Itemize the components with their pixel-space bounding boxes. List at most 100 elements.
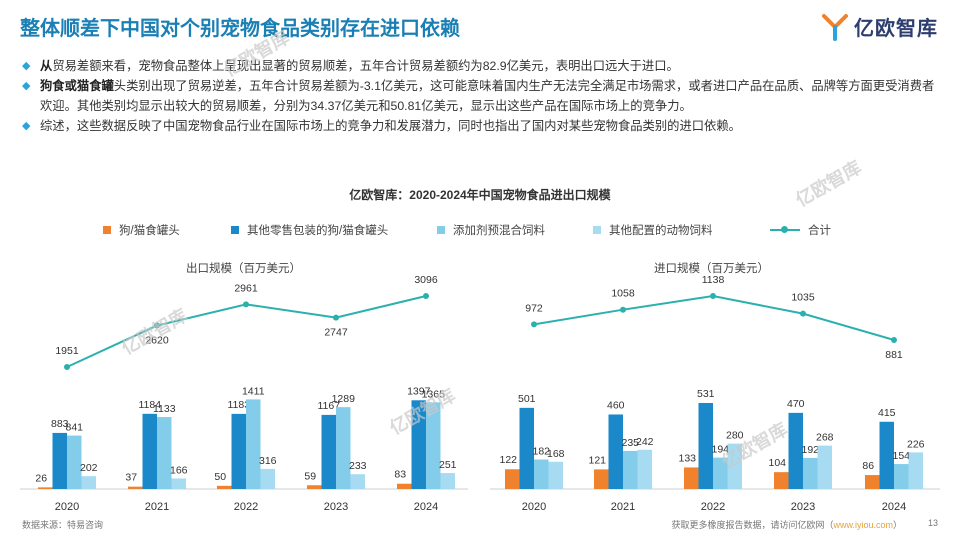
data-label: 83 [394,469,406,481]
bullet-item: ◆ 从贸易差额来看，宠物食品整体上呈现出显著的贸易顺差，五年合计贸易差额约为82… [22,56,937,76]
x-tick-label: 2023 [324,501,348,513]
x-tick-label: 2020 [55,501,79,513]
data-label: 182 [532,446,550,458]
bar [350,474,365,489]
total-point [620,306,626,313]
bar [321,414,336,489]
data-label: 460 [607,399,625,411]
bar [260,468,275,489]
bar [505,469,520,489]
bar [698,402,713,489]
bar [637,449,652,489]
total-point [243,301,249,308]
bar [534,459,549,489]
data-label: 154 [892,450,910,462]
legend-swatch [103,226,111,234]
x-tick-label: 2022 [701,501,725,513]
total-label: 1035 [791,292,815,304]
data-label: 192 [801,444,819,456]
bar [231,413,246,489]
bar [426,402,441,489]
legend-line-marker [770,226,800,233]
total-label: 2620 [145,335,169,347]
site-link[interactable]: www.iyiou.com [833,520,893,530]
data-label: 1365 [422,388,446,400]
data-label: 415 [878,407,896,419]
bullet-text: 贸易差额来看，宠物食品整体上呈现出显著的贸易顺差，五年合计贸易差额约为82.9亿… [52,59,679,73]
data-label: 1397 [407,385,431,397]
data-label: 280 [726,430,744,442]
total-label: 881 [885,349,903,361]
bullet-list: ◆ 从贸易差额来看，宠物食品整体上呈现出显著的贸易顺差，五年合计贸易差额约为82… [22,56,937,136]
bar [67,435,82,489]
bar [307,485,322,489]
bar [865,475,880,489]
bar [519,407,534,489]
bullet-bold: 狗食或猫食罐 [40,79,114,93]
bar [128,486,143,489]
legend-item: 狗/猫食罐头 [103,222,180,238]
total-label: 972 [525,302,543,314]
total-point [423,293,429,299]
data-label: 226 [907,438,925,450]
bullet-item: ◆ 综述，这些数据反映了中国宠物食品行业在国际市场上的竞争力和发展潜力，同时也指… [22,116,937,136]
data-label: 26 [35,472,47,484]
bar [548,461,563,489]
bar [623,450,638,489]
chart-title: 亿欧智库：2020-2024年中国宠物食品进出口规模 [349,188,611,202]
data-label: 531 [697,388,715,400]
data-label: 104 [768,457,786,469]
import-subtitle: 进口规模（百万美元） [654,263,769,275]
total-label: 3096 [414,274,438,286]
data-label: 202 [80,462,98,474]
data-label: 122 [499,454,517,466]
data-label: 1133 [153,403,176,415]
data-label: 1184 [138,399,161,411]
bar [217,485,232,489]
data-label: 316 [259,455,277,467]
logo-text: 亿欧智库 [854,18,938,40]
export-subtitle: 出口规模（百万美元） [186,263,301,275]
data-label: 168 [547,448,565,460]
x-tick-label: 2020 [522,501,546,513]
x-tick-label: 2024 [882,501,906,513]
logo: 亿欧智库 [822,12,938,41]
data-label: 37 [125,472,137,484]
diamond-icon: ◆ [22,80,31,92]
data-label: 121 [588,454,606,466]
total-label: 1951 [55,345,79,357]
data-label: 86 [862,460,874,472]
data-label: 166 [170,464,188,476]
bar [817,445,832,489]
legend-item: 添加剂预混合饲料 [437,222,545,238]
bar [81,476,96,489]
bar [142,413,157,489]
legend-swatch [231,226,239,234]
data-label: 841 [65,422,83,434]
data-label: 883 [51,418,69,430]
footer-note: 获取更多橡度报告数据，请访问亿欧网（www.iyiou.com） [671,520,902,530]
x-tick-label: 2022 [234,501,258,513]
legend-swatch [593,226,601,234]
bar [397,483,412,489]
bullet-text: 头类别出现了贸易逆差，五年合计贸易差额为-3.1亿美元，这可能意味着国内生产无法… [40,79,935,113]
bar [684,467,699,489]
data-label: 50 [214,471,226,483]
bar [52,432,67,489]
total-point [64,364,70,370]
legend-item: 其他配置的动物饲料 [593,222,713,238]
bullet-item: ◆ 狗食或猫食罐头类别出现了贸易逆差，五年合计贸易差额为-3.1亿美元，这可能意… [22,76,937,116]
bar [608,414,623,489]
bullet-text: 综述，这些数据反映了中国宠物食品行业在国际市场上的竞争力和发展潜力，同时也指出了… [40,119,741,133]
bar [908,452,923,489]
diamond-icon: ◆ [22,120,31,132]
x-tick-label: 2021 [611,501,635,513]
total-point [531,321,537,328]
data-label: 194 [711,444,729,456]
total-point [891,337,897,343]
total-label: 1058 [611,288,635,300]
legend-swatch [437,226,445,234]
yiou-logo-icon [822,13,848,41]
bar [788,412,803,489]
